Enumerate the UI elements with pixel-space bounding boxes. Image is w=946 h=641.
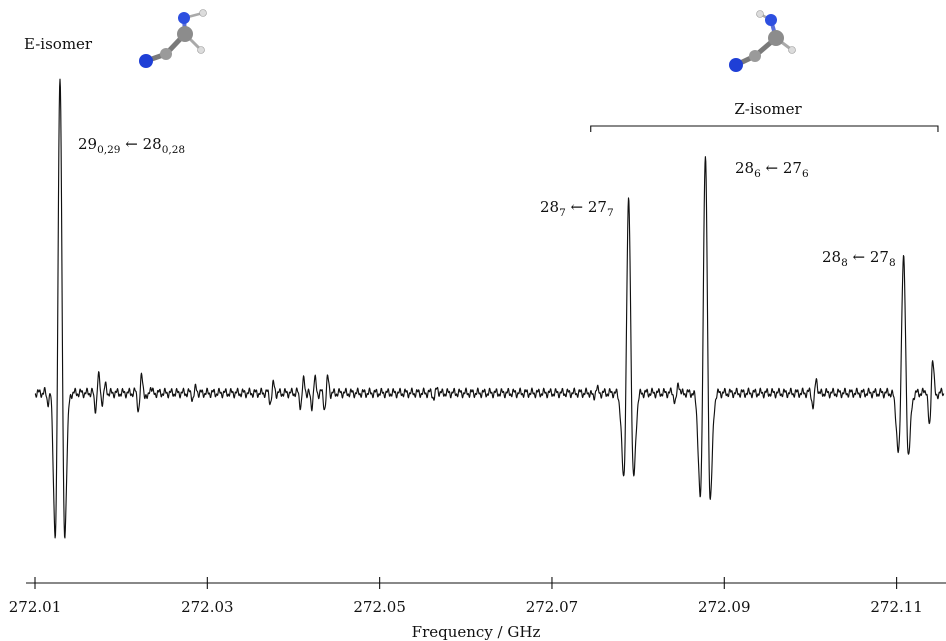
x-tick-label-3: 272.07 <box>526 598 579 616</box>
transition-label-e: 290,29 ← 280,28 <box>78 135 185 156</box>
transition-label-z8: 288 ← 278 <box>822 248 896 269</box>
transition-label-z7: 287 ← 277 <box>540 198 614 219</box>
x-axis-ticks: 272.01 272.03 272.05 272.07 272.09 272.11 <box>9 577 923 616</box>
transition-label-z6: 286 ← 276 <box>735 159 809 180</box>
x-tick-label-4: 272.09 <box>698 598 751 616</box>
x-tick-label-1: 272.03 <box>181 598 234 616</box>
z-isomer-bracket <box>590 125 939 132</box>
e-isomer-label: E-isomer <box>24 35 93 53</box>
molecule-z-icon <box>729 10 796 72</box>
x-tick-label-0: 272.01 <box>9 598 62 616</box>
x-tick-label-5: 272.11 <box>870 598 923 616</box>
x-axis-label: Frequency / GHz <box>412 623 541 641</box>
spectrum-trace <box>34 78 945 539</box>
z-isomer-label: Z-isomer <box>734 100 802 118</box>
x-tick-label-2: 272.05 <box>353 598 406 616</box>
molecule-e-icon <box>139 9 207 68</box>
